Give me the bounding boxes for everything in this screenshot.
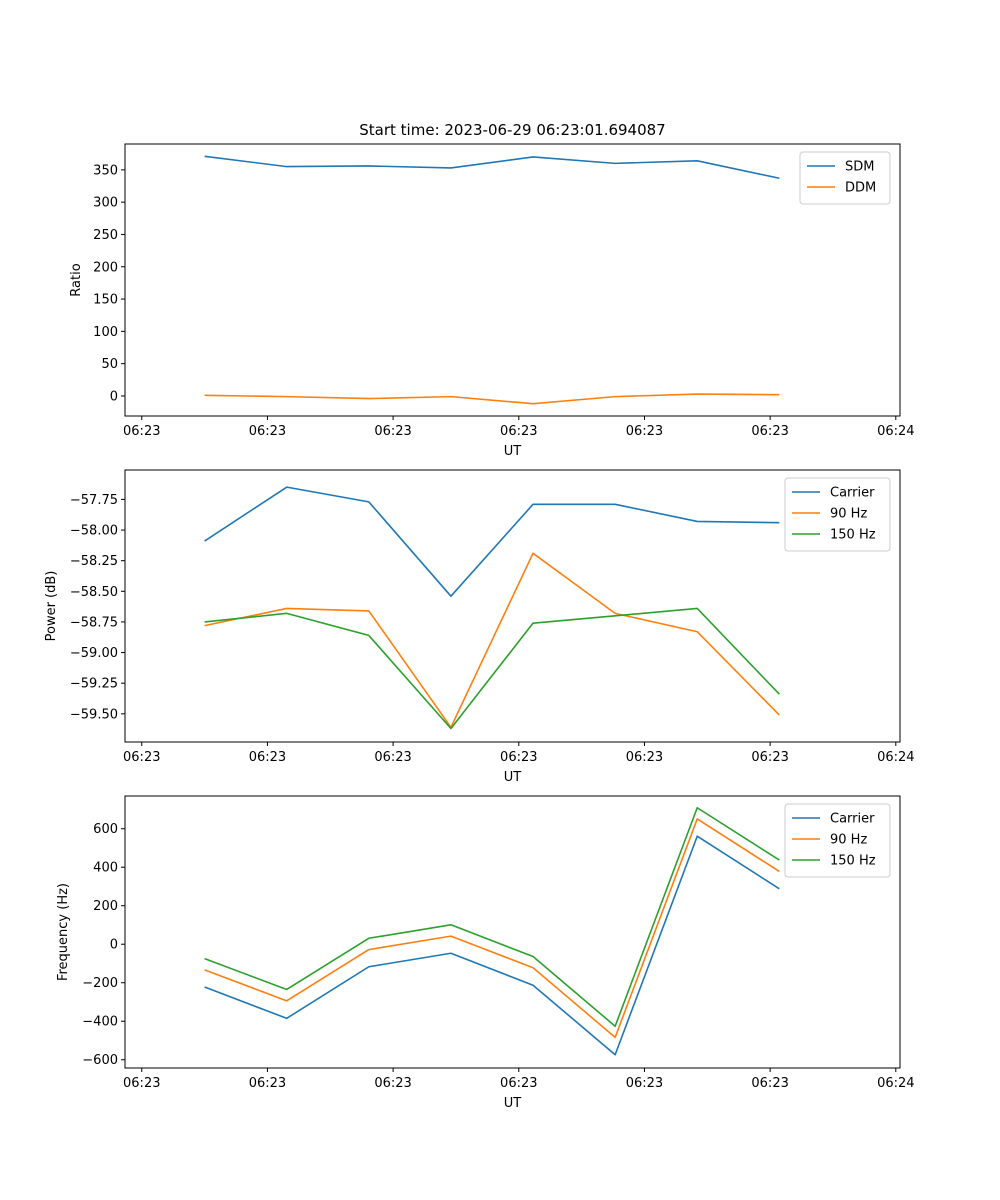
- x-axis-label: UT: [504, 1096, 522, 1111]
- y-axis-label: Frequency (Hz): [56, 883, 71, 981]
- y-tick-label: 400: [93, 861, 118, 876]
- x-tick-label: 06:23: [123, 424, 160, 439]
- x-tick-label: 06:23: [626, 750, 663, 765]
- series-line-90-hz: [204, 552, 780, 729]
- subplot-3: 06:23 06:23 06:23 06:23 06:23 06:23 06:24 −600 −…: [56, 795, 915, 1111]
- legend: Carrier 90 Hz 150 Hz: [784, 477, 891, 552]
- y-tick-label: 250: [93, 228, 118, 243]
- legend-label: 150 Hz: [830, 528, 876, 543]
- x-tick-label: 06:23: [374, 424, 411, 439]
- legend-label: SDM: [845, 160, 874, 175]
- legend-box: [784, 803, 891, 878]
- legend: Carrier 90 Hz 150 Hz: [784, 803, 891, 878]
- series-line-150-hz: [204, 806, 780, 1028]
- x-axis-label: UT: [504, 770, 522, 785]
- y-tick-label: −200: [82, 976, 118, 991]
- y-axis-label: Power (dB): [44, 571, 59, 642]
- y-tick-label: 600: [93, 822, 118, 837]
- x-tick-label: 06:23: [626, 424, 663, 439]
- legend-label: 90 Hz: [830, 507, 867, 522]
- subplot-1: Start time: 2023-06-29 06:23:01.694087 06…: [69, 121, 915, 459]
- y-tick-label: 200: [93, 260, 118, 275]
- x-tick-label: 06:24: [877, 1076, 914, 1091]
- x-tick-label: 06:23: [500, 424, 537, 439]
- y-tick-label: −58.50: [70, 585, 118, 600]
- series-line-carrier: [204, 835, 780, 1056]
- x-tick-label: 06:23: [123, 750, 160, 765]
- chart-title: Start time: 2023-06-29 06:23:01.694087: [359, 121, 665, 139]
- y-tick-label: −400: [82, 1015, 118, 1030]
- y-tick-label: 100: [93, 325, 118, 340]
- series-line-carrier: [204, 486, 780, 598]
- x-tick-label: 06:23: [751, 424, 788, 439]
- x-tick-label: 06:23: [751, 750, 788, 765]
- axes-frame: [124, 795, 901, 1069]
- legend-label: DDM: [845, 181, 876, 196]
- x-tick-label: 06:23: [626, 1076, 663, 1091]
- x-axis-label: UT: [504, 444, 522, 459]
- series-line-90-hz: [204, 818, 780, 1039]
- y-tick-label: −57.75: [70, 493, 118, 508]
- y-tick-label: 300: [93, 196, 118, 211]
- legend-label: Carrier: [830, 812, 875, 827]
- legend-label: Carrier: [830, 486, 875, 501]
- x-tick-label: 06:23: [500, 1076, 537, 1091]
- y-tick-label: 0: [110, 938, 118, 953]
- y-tick-label: 0: [110, 389, 118, 404]
- x-tick-label: 06:24: [877, 750, 914, 765]
- legend-box: [799, 151, 891, 205]
- x-tick-label: 06:23: [374, 750, 411, 765]
- legend-label: 150 Hz: [830, 854, 876, 869]
- y-axis-label: Ratio: [69, 263, 84, 296]
- legend: SDM DDM: [799, 151, 891, 205]
- series-line-ddm: [204, 393, 780, 405]
- legend-box: [784, 477, 891, 552]
- axes-frame: [124, 469, 901, 743]
- x-tick-label: 06:23: [374, 1076, 411, 1091]
- y-tick-label: −600: [82, 1053, 118, 1068]
- y-tick-label: −59.00: [70, 646, 118, 661]
- y-tick-label: 50: [101, 357, 118, 372]
- series-line-150-hz: [204, 607, 780, 730]
- y-tick-label: 350: [93, 163, 118, 178]
- x-tick-label: 06:24: [877, 424, 914, 439]
- x-tick-label: 06:23: [249, 750, 286, 765]
- y-tick-label: −58.75: [70, 615, 118, 630]
- subplot-2: 06:23 06:23 06:23 06:23 06:23 06:23 06:24 −59.5…: [44, 469, 915, 785]
- x-tick-label: 06:23: [249, 1076, 286, 1091]
- x-tick-label: 06:23: [751, 1076, 788, 1091]
- y-tick-label: −59.50: [70, 707, 118, 722]
- series-line-sdm: [204, 155, 780, 180]
- x-tick-label: 06:23: [500, 750, 537, 765]
- y-tick-label: −58.25: [70, 554, 118, 569]
- legend-label: 90 Hz: [830, 833, 867, 848]
- y-tick-label: 150: [93, 293, 118, 308]
- y-tick-label: −59.25: [70, 677, 118, 692]
- y-tick-label: 200: [93, 899, 118, 914]
- axes-frame: [124, 143, 901, 417]
- x-tick-label: 06:23: [123, 1076, 160, 1091]
- y-tick-label: −58.00: [70, 524, 118, 539]
- x-tick-label: 06:23: [249, 424, 286, 439]
